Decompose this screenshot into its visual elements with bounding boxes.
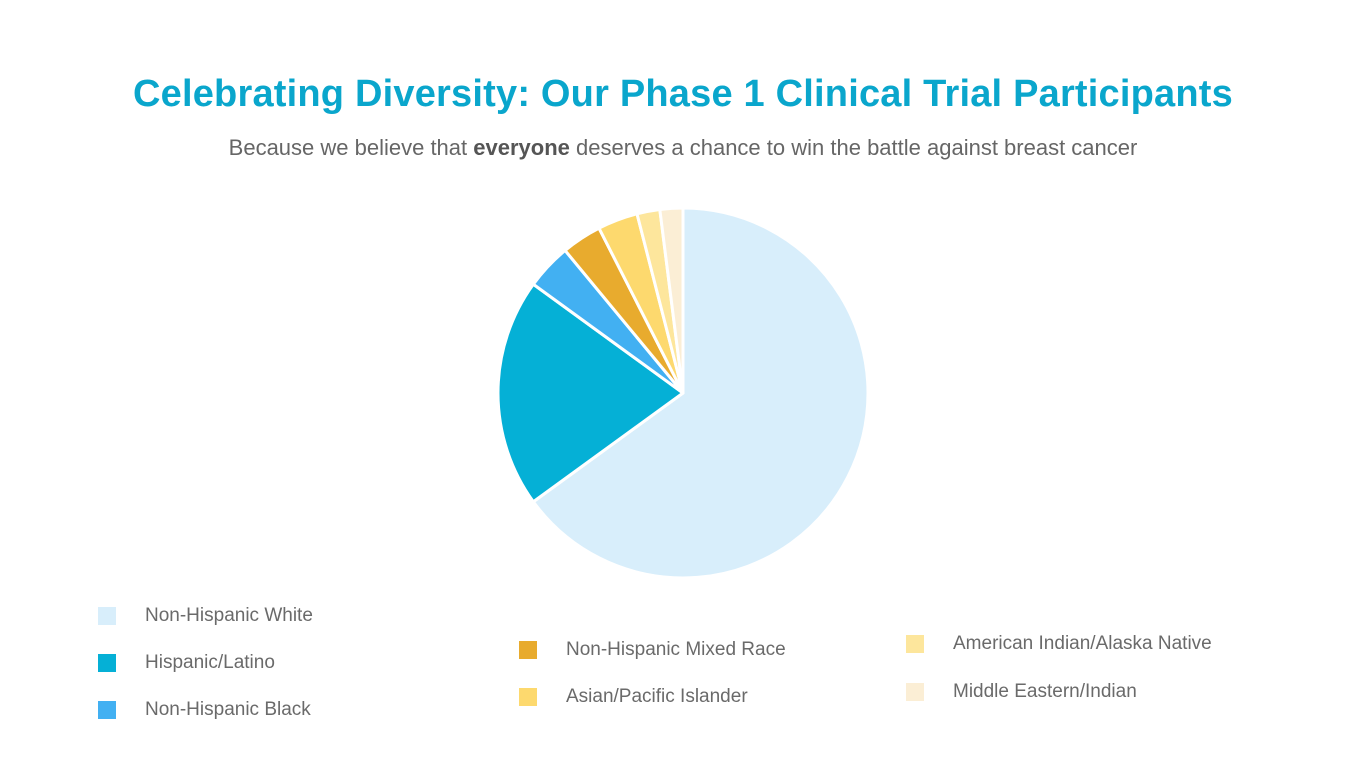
legend-label: Non-Hispanic Mixed Race <box>566 639 786 660</box>
legend-item-non-hispanic-white: Non-Hispanic White <box>98 605 313 627</box>
legend-label: Asian/Pacific Islander <box>566 686 748 707</box>
legend-swatch <box>519 641 537 659</box>
chart-title: Celebrating Diversity: Our Phase 1 Clini… <box>132 73 1233 115</box>
legend-swatch <box>98 654 116 672</box>
legend-label: Hispanic/Latino <box>145 652 275 673</box>
subtitle-emphasis: everyone <box>473 135 570 160</box>
legend-swatch <box>906 635 924 653</box>
legend-swatch <box>519 688 537 706</box>
legend-item-middle-eastern-indian: Middle Eastern/Indian <box>906 681 1137 703</box>
legend-item-non-hispanic-mixed-race: Non-Hispanic Mixed Race <box>519 639 786 661</box>
legend-item-american-indian-alaska-native: American Indian/Alaska Native <box>906 633 1212 655</box>
legend-item-asian-pacific-islander: Asian/Pacific Islander <box>519 686 748 708</box>
pie-slice-hispanic-latino <box>496 282 685 504</box>
legend-swatch <box>98 701 116 719</box>
subtitle-lead: Because we believe that <box>228 135 474 160</box>
subtitle-tail: deserves a chance to win the battle agai… <box>569 135 1138 160</box>
legend-label: Non-Hispanic Black <box>145 699 311 720</box>
pie-slice-non-hispanic-white <box>531 206 870 580</box>
pie-slice-middle-eastern-indian <box>658 206 685 395</box>
legend-label: Non-Hispanic White <box>145 605 313 626</box>
legend-swatch <box>906 683 924 701</box>
chart-subtitle: Because we believe that everyone deserve… <box>0 135 1366 161</box>
legend-swatch <box>98 607 116 625</box>
legend-label: American Indian/Alaska Native <box>953 633 1212 654</box>
legend-label: Middle Eastern/Indian <box>953 681 1137 702</box>
legend-item-non-hispanic-black: Non-Hispanic Black <box>98 699 311 721</box>
legend-item-hispanic-latino: Hispanic/Latino <box>98 652 275 674</box>
